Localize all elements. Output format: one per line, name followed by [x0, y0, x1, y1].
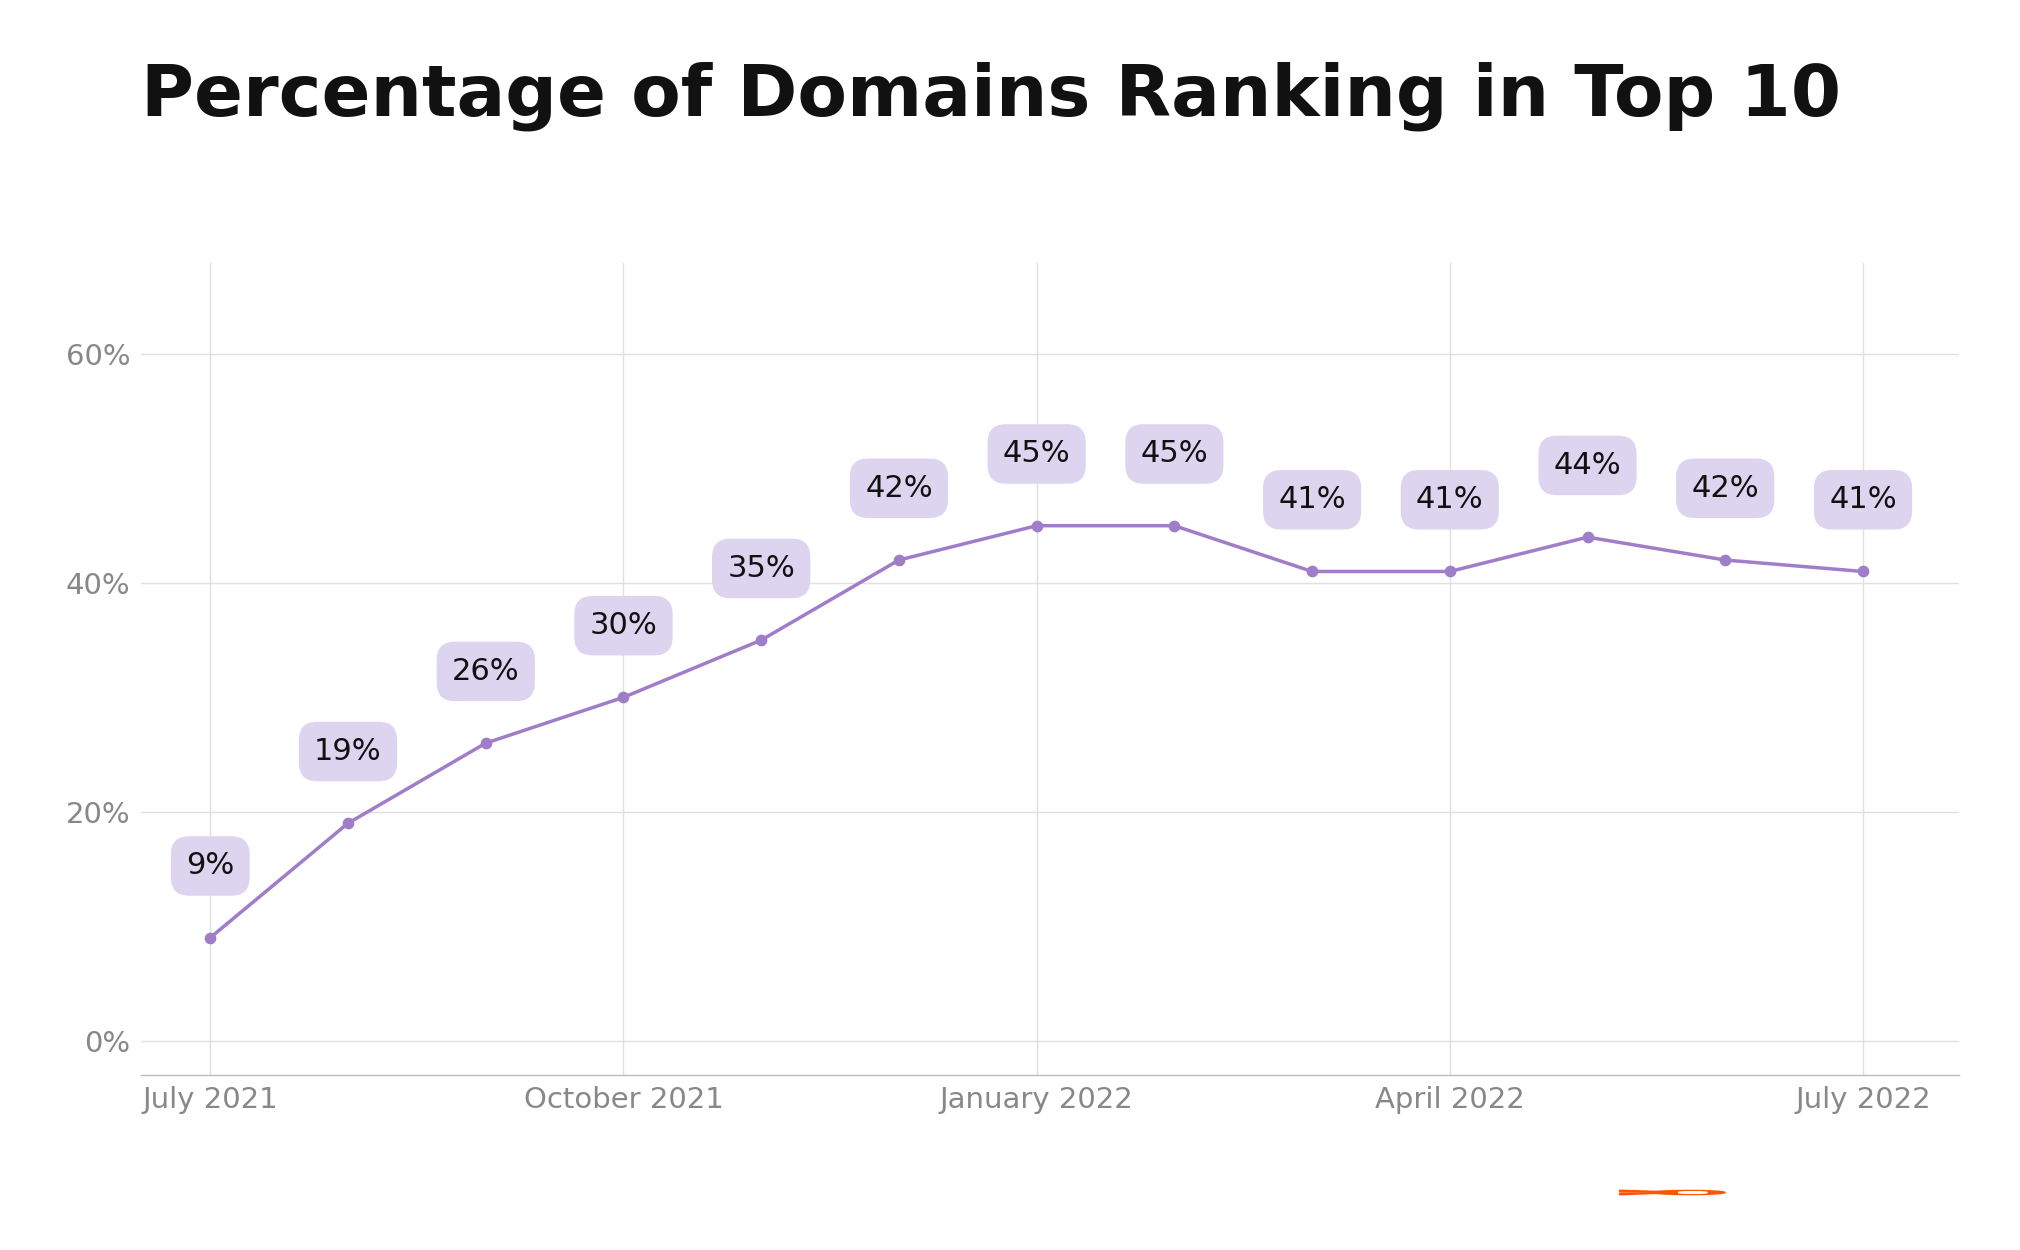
Text: 45%: 45%: [1141, 440, 1208, 469]
Point: [331, 814, 364, 834]
Circle shape: [1679, 1191, 1707, 1194]
Point: [1157, 516, 1190, 536]
Text: 19%: 19%: [315, 738, 382, 766]
Polygon shape: [1620, 1192, 1681, 1195]
Point: [1297, 561, 1329, 581]
Point: [1572, 528, 1604, 548]
Point: [194, 928, 226, 948]
Text: 45%: 45%: [1002, 440, 1071, 469]
Point: [469, 734, 501, 754]
Point: [1434, 561, 1467, 581]
Polygon shape: [1620, 1190, 1681, 1192]
Point: [1709, 550, 1741, 570]
Circle shape: [1652, 1190, 1725, 1195]
Text: 42%: 42%: [1691, 474, 1759, 502]
Text: SEMRUSH: SEMRUSH: [1753, 1175, 1961, 1210]
Text: 26%: 26%: [452, 658, 519, 686]
Point: [608, 688, 640, 707]
Text: 44%: 44%: [1553, 451, 1622, 480]
Point: [883, 550, 915, 570]
Text: 35%: 35%: [727, 554, 796, 582]
Point: [1846, 561, 1879, 581]
Text: 30%: 30%: [590, 611, 656, 640]
Point: [745, 630, 778, 650]
Text: semrush.com: semrush.com: [57, 1179, 255, 1206]
Text: 9%: 9%: [186, 851, 234, 880]
Text: 42%: 42%: [865, 474, 933, 502]
Text: 41%: 41%: [1279, 485, 1345, 514]
Text: 41%: 41%: [1416, 485, 1483, 514]
Text: 41%: 41%: [1830, 485, 1897, 514]
Point: [1020, 516, 1052, 536]
Text: Percentage of Domains Ranking in Top 10: Percentage of Domains Ranking in Top 10: [141, 61, 1842, 131]
